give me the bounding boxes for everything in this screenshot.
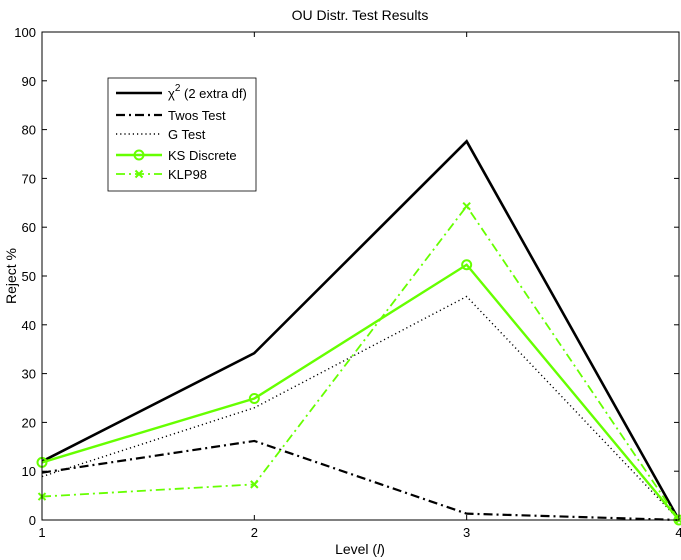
- ticks-layer: 0 10 20 30 40 50 60 70 80 90 100 1 2 3 4: [14, 25, 681, 540]
- series-line-ks-discrete: [41, 263, 680, 521]
- legend-label-g-test: G Test: [168, 127, 206, 142]
- y-axis-title: Reject %: [3, 248, 19, 304]
- legend-label-klp98: KLP98: [168, 167, 207, 182]
- legend-label-ks-discrete: KS Discrete: [168, 148, 237, 163]
- series-line-twos-test: [41, 439, 680, 522]
- legend: χ2 (2 extra df) Twos Test G Test KS Disc…: [107, 77, 257, 192]
- legend-marker-ks-discrete: [133, 149, 145, 161]
- x-tick-label: 3: [463, 525, 470, 540]
- chart-title: OU Distr. Test Results: [292, 7, 429, 23]
- y-tick-label: 40: [22, 318, 36, 333]
- series-line-2: [41, 139, 681, 521]
- y-tick-label: 60: [22, 220, 36, 235]
- legend-box: [107, 77, 257, 192]
- legend-label-twos-test: Twos Test: [168, 108, 226, 123]
- y-tick-label: 80: [22, 123, 36, 138]
- legend-marker-icon: [134, 169, 144, 179]
- y-tick-label: 30: [22, 367, 36, 382]
- y-tick-label: 100: [14, 25, 36, 40]
- y-tick-label: 20: [22, 415, 36, 430]
- data-point-klp98: [250, 480, 259, 489]
- y-tick-label: 0: [29, 513, 36, 528]
- x-tick-label: 4: [675, 525, 681, 540]
- y-tick-label: 70: [22, 171, 36, 186]
- series-line-klp98: [41, 204, 680, 521]
- legend-label-chi2: χ2 (2 extra df): [168, 83, 247, 101]
- y-tick-label: 10: [22, 464, 36, 479]
- data-point-ks-discrete: [461, 259, 473, 271]
- data-point-klp98: [462, 202, 471, 211]
- data-point-ks-discrete: [248, 392, 260, 404]
- x-axis-title: Level (l): [335, 541, 385, 557]
- x-tick-label: 1: [38, 525, 45, 540]
- legend-marker-klp98: [134, 169, 144, 179]
- x-tick-label: 2: [251, 525, 258, 540]
- legend-marker-icon: [133, 149, 145, 161]
- y-tick-label: 50: [22, 269, 36, 284]
- y-tick-label: 90: [22, 74, 36, 89]
